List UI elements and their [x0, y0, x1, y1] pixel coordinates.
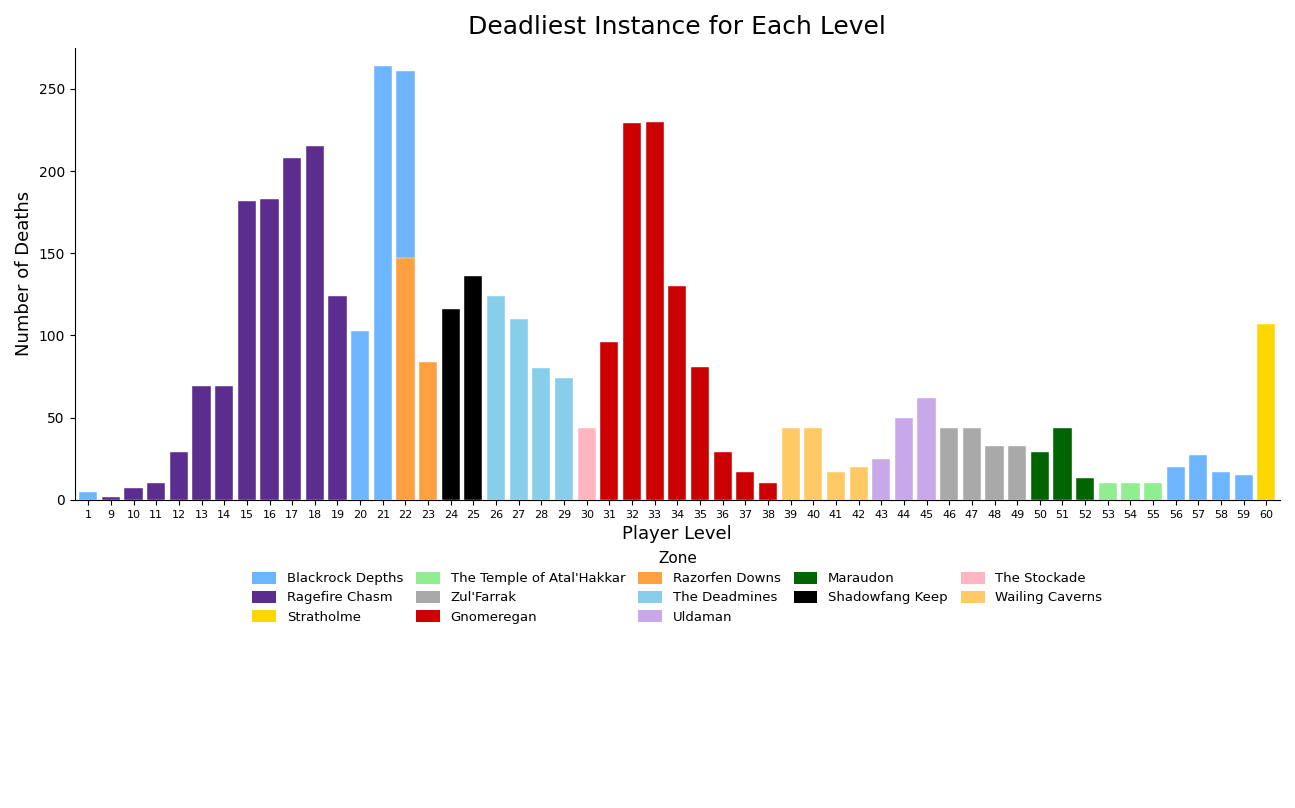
Bar — [79, 491, 97, 500]
Bar — [510, 319, 528, 500]
Bar — [872, 459, 890, 500]
Bar — [895, 418, 913, 500]
Bar — [396, 71, 414, 500]
Bar — [962, 427, 980, 500]
Bar — [759, 483, 777, 500]
Bar — [1257, 324, 1276, 500]
Bar — [487, 296, 505, 500]
Bar — [623, 124, 641, 500]
Bar — [1031, 452, 1049, 500]
Bar — [1167, 467, 1185, 500]
Bar — [804, 427, 822, 500]
Bar — [1008, 445, 1026, 500]
Bar — [601, 342, 619, 500]
Bar — [442, 309, 460, 500]
Bar — [1053, 427, 1071, 500]
Bar — [646, 122, 664, 500]
Legend: Blackrock Depths, Ragefire Chasm, Stratholme, The Temple of Atal'Hakkar, Zul'Far: Blackrock Depths, Ragefire Chasm, Strath… — [247, 546, 1107, 629]
Bar — [1098, 483, 1116, 500]
Bar — [329, 296, 347, 500]
Bar — [351, 330, 369, 500]
Bar — [215, 386, 233, 500]
Bar — [465, 276, 483, 500]
Bar — [782, 427, 800, 500]
Bar — [124, 488, 142, 500]
Bar — [374, 66, 392, 500]
X-axis label: Player Level: Player Level — [623, 525, 732, 543]
Bar — [260, 199, 278, 500]
Bar — [828, 472, 844, 500]
Bar — [556, 378, 574, 500]
Bar — [668, 286, 686, 500]
Bar — [396, 259, 414, 500]
Bar — [193, 386, 211, 500]
Bar — [1234, 475, 1252, 500]
Bar — [985, 445, 1004, 500]
Bar — [532, 368, 550, 500]
Y-axis label: Number of Deaths: Number of Deaths — [16, 191, 32, 356]
Bar — [737, 472, 755, 500]
Title: Deadliest Instance for Each Level: Deadliest Instance for Each Level — [469, 15, 886, 39]
Bar — [1076, 478, 1094, 500]
Bar — [284, 158, 302, 500]
Bar — [1143, 483, 1162, 500]
Bar — [306, 146, 324, 500]
Bar — [170, 452, 188, 500]
Bar — [1212, 472, 1230, 500]
Bar — [102, 497, 120, 500]
Bar — [1121, 483, 1140, 500]
Bar — [714, 452, 732, 500]
Bar — [850, 467, 868, 500]
Bar — [917, 398, 935, 500]
Bar — [692, 367, 710, 500]
Bar — [238, 200, 256, 500]
Bar — [578, 427, 596, 500]
Bar — [940, 427, 958, 500]
Bar — [148, 483, 166, 500]
Bar — [1189, 456, 1207, 500]
Bar — [420, 362, 438, 500]
